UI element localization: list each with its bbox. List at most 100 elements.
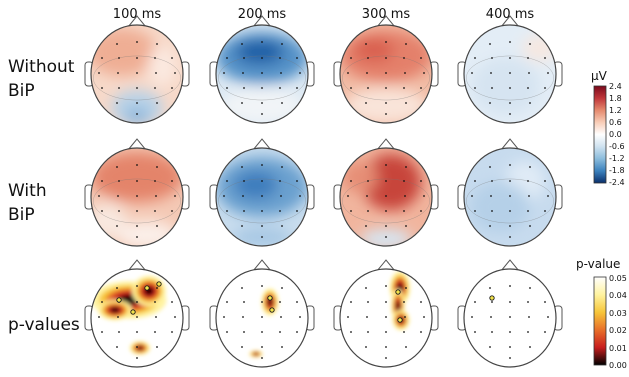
electrode-dot — [242, 316, 244, 318]
electrode-dot — [281, 43, 283, 45]
electrode-dot — [281, 346, 283, 348]
electrode-dot — [241, 225, 243, 227]
column-header-400ms: 400 ms — [486, 7, 535, 22]
electrode-dot — [136, 87, 138, 89]
electrode-dot — [116, 166, 118, 168]
electrode-dot — [280, 195, 282, 197]
electrode-dot — [261, 210, 263, 212]
electrode-dot — [509, 285, 511, 287]
topomap — [84, 138, 190, 247]
column-header-300ms: 300 ms — [362, 7, 411, 22]
electrode-dot — [509, 357, 511, 359]
electrode-dot — [101, 210, 103, 212]
electrode-dot — [261, 57, 263, 59]
electrode-dot — [98, 72, 100, 74]
potential-region — [234, 171, 278, 199]
electrode-dot — [154, 301, 156, 303]
head-outline — [339, 268, 433, 368]
head-outline — [90, 147, 184, 247]
head-outline — [215, 147, 309, 247]
head-outline — [215, 24, 309, 124]
electrode-dot — [118, 57, 120, 59]
electrode-dot — [350, 180, 352, 182]
electrode-dot — [156, 43, 158, 45]
electrode-dot — [489, 43, 491, 45]
electrode-dot — [136, 357, 138, 359]
electrode-dot — [118, 180, 120, 182]
electrode-dot — [117, 72, 119, 74]
electrode-dot — [420, 331, 422, 333]
electrode-dot — [403, 180, 405, 182]
electrode-dot — [489, 166, 491, 168]
electrode-dot — [547, 316, 549, 318]
electrode-dot — [296, 210, 298, 212]
electrode-dot — [299, 72, 301, 74]
electrode-dot — [226, 180, 228, 182]
electrode-dot — [385, 57, 387, 59]
electrode-dot — [226, 210, 228, 212]
electrode-dot — [385, 236, 387, 238]
electrode-dot — [489, 102, 491, 104]
electrode-dot — [98, 316, 100, 318]
electrode-dot — [385, 357, 387, 359]
electrode-dot — [171, 87, 173, 89]
electrode-dot — [350, 210, 352, 212]
electrode-dot — [261, 113, 263, 115]
electrode-dot — [405, 166, 407, 168]
topomap-grid — [84, 15, 563, 368]
electrode-dot — [241, 102, 243, 104]
electrode-dot — [527, 180, 529, 182]
electrode-dot — [385, 87, 387, 89]
electrode-dot — [405, 43, 407, 45]
electrode-dot — [509, 210, 511, 212]
colorbar-pvalue-tick: 0.02 — [609, 326, 627, 335]
electrode-dot — [261, 72, 263, 74]
electrode-dot — [365, 166, 367, 168]
electrode-dot — [155, 316, 157, 318]
electrode-dot — [385, 346, 387, 348]
electrode-dot — [471, 316, 473, 318]
electrode-dot — [544, 301, 546, 303]
electrode-dot — [367, 210, 369, 212]
electrode-dot — [154, 180, 156, 182]
significant-electrode-marker — [395, 289, 401, 295]
electrode-dot — [366, 316, 368, 318]
contour-line — [93, 55, 181, 101]
significant-electrode-marker — [397, 317, 403, 323]
electrode-dot — [529, 225, 531, 227]
electrode-dot — [136, 316, 138, 318]
electrode-dot — [509, 113, 511, 115]
electrode-dot — [261, 180, 263, 182]
electrode-dot — [280, 72, 282, 74]
electrode-dot — [241, 43, 243, 45]
electrode-dot — [489, 225, 491, 227]
significance-region — [396, 301, 400, 311]
electrode-dot — [491, 180, 493, 182]
electrode-dot — [529, 166, 531, 168]
topomap-surface — [340, 25, 432, 123]
electrode-dot — [118, 331, 120, 333]
electrode-dot — [385, 180, 387, 182]
column-header-100ms: 100 ms — [113, 7, 162, 22]
electrode-dot — [420, 87, 422, 89]
electrode-dot — [171, 301, 173, 303]
electrode-dot — [116, 225, 118, 227]
electrode-dot — [296, 57, 298, 59]
electrode-dot — [385, 41, 387, 43]
electrode-dot — [544, 180, 546, 182]
head-outline — [339, 147, 433, 247]
electrode-dot — [171, 210, 173, 212]
electrode-dot — [243, 180, 245, 182]
electrode-dot — [101, 87, 103, 89]
electrode-dot — [474, 87, 476, 89]
electrode-dot — [491, 210, 493, 212]
electrode-dot — [116, 346, 118, 348]
electrode-dot — [299, 316, 301, 318]
electrode-dot — [243, 57, 245, 59]
electrode-dot — [544, 87, 546, 89]
significance-region — [254, 353, 258, 355]
electrode-dot — [281, 102, 283, 104]
electrode-dot — [420, 210, 422, 212]
electrode-dot — [474, 210, 476, 212]
colorbar-microvolt-label: μV — [591, 69, 608, 83]
